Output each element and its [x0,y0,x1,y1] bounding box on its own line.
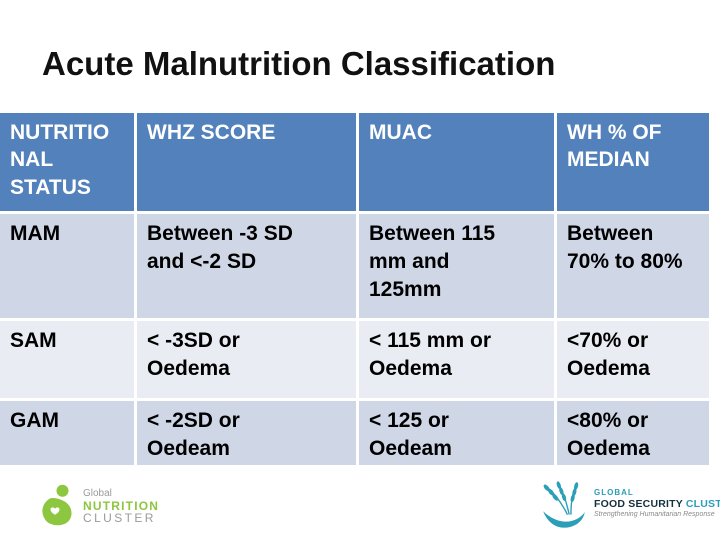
food-security-cluster-logo-tagline: Strengthening Humanitarian Response [594,511,715,519]
wheat-bowl-icon [543,481,585,528]
row-label-gam: GAM [0,401,134,465]
cell-sam-whz-score: < -3SD or Oedema [137,321,356,398]
footer: Global NUTRITION CLUSTER [0,476,720,540]
malnutrition-classification-table: NUTRITIONAL STATUS WHZ SCORE MUAC WH % O… [0,113,709,465]
column-header-whz-score: WHZ SCORE [137,113,356,211]
column-header-nutritional-status: NUTRITIONAL STATUS [0,113,134,211]
food-security-cluster-logo-text: GLOBAL FOOD SECURITY CLUSTER Strengtheni… [594,480,720,520]
slide-title: Acute Malnutrition Classification [42,45,556,82]
cell-mam-whz-score: Between -3 SD and <-2 SD [137,214,356,318]
food-security-cluster-logo: GLOBAL FOOD SECURITY CLUSTER Strengtheni… [538,480,720,532]
nutrition-cluster-logo: Global NUTRITION CLUSTER [40,484,159,526]
food-security-cluster-logo-line2-accent: CLUSTER [685,498,720,510]
food-security-cluster-logo-line1: GLOBAL [594,488,634,497]
cell-gam-wh-percent: <80% or Oedema [557,401,709,465]
row-label-sam: SAM [0,321,134,398]
column-header-wh-percent-of-median: WH % OF MEDIAN [557,113,709,211]
mother-and-child-icon [42,484,72,526]
column-header-muac: MUAC [359,113,554,211]
cell-sam-muac: < 115 mm or Oedema [359,321,554,398]
nutrition-cluster-logo-line2: NUTRITION [83,498,160,513]
food-security-cluster-logo-line2-dark: FOOD SECURITY [594,498,686,510]
food-security-cluster-logo-line2: FOOD SECURITY CLUSTER [594,498,720,511]
cell-gam-whz-score: < -2SD or Oedeam [137,401,356,465]
nutrition-cluster-logo-line1: Global [83,488,112,499]
cell-mam-muac: Between 115 mm and 125mm [359,214,554,318]
cell-gam-muac: < 125 or Oedeam [359,401,554,465]
nutrition-cluster-logo-line3: CLUSTER [83,511,156,526]
cell-mam-wh-percent: Between 70% to 80% [557,214,709,318]
cell-sam-wh-percent: <70% or Oedema [557,321,709,398]
row-label-mam: MAM [0,214,134,318]
nutrition-cluster-logo-text: Global NUTRITION CLUSTER [83,484,159,525]
